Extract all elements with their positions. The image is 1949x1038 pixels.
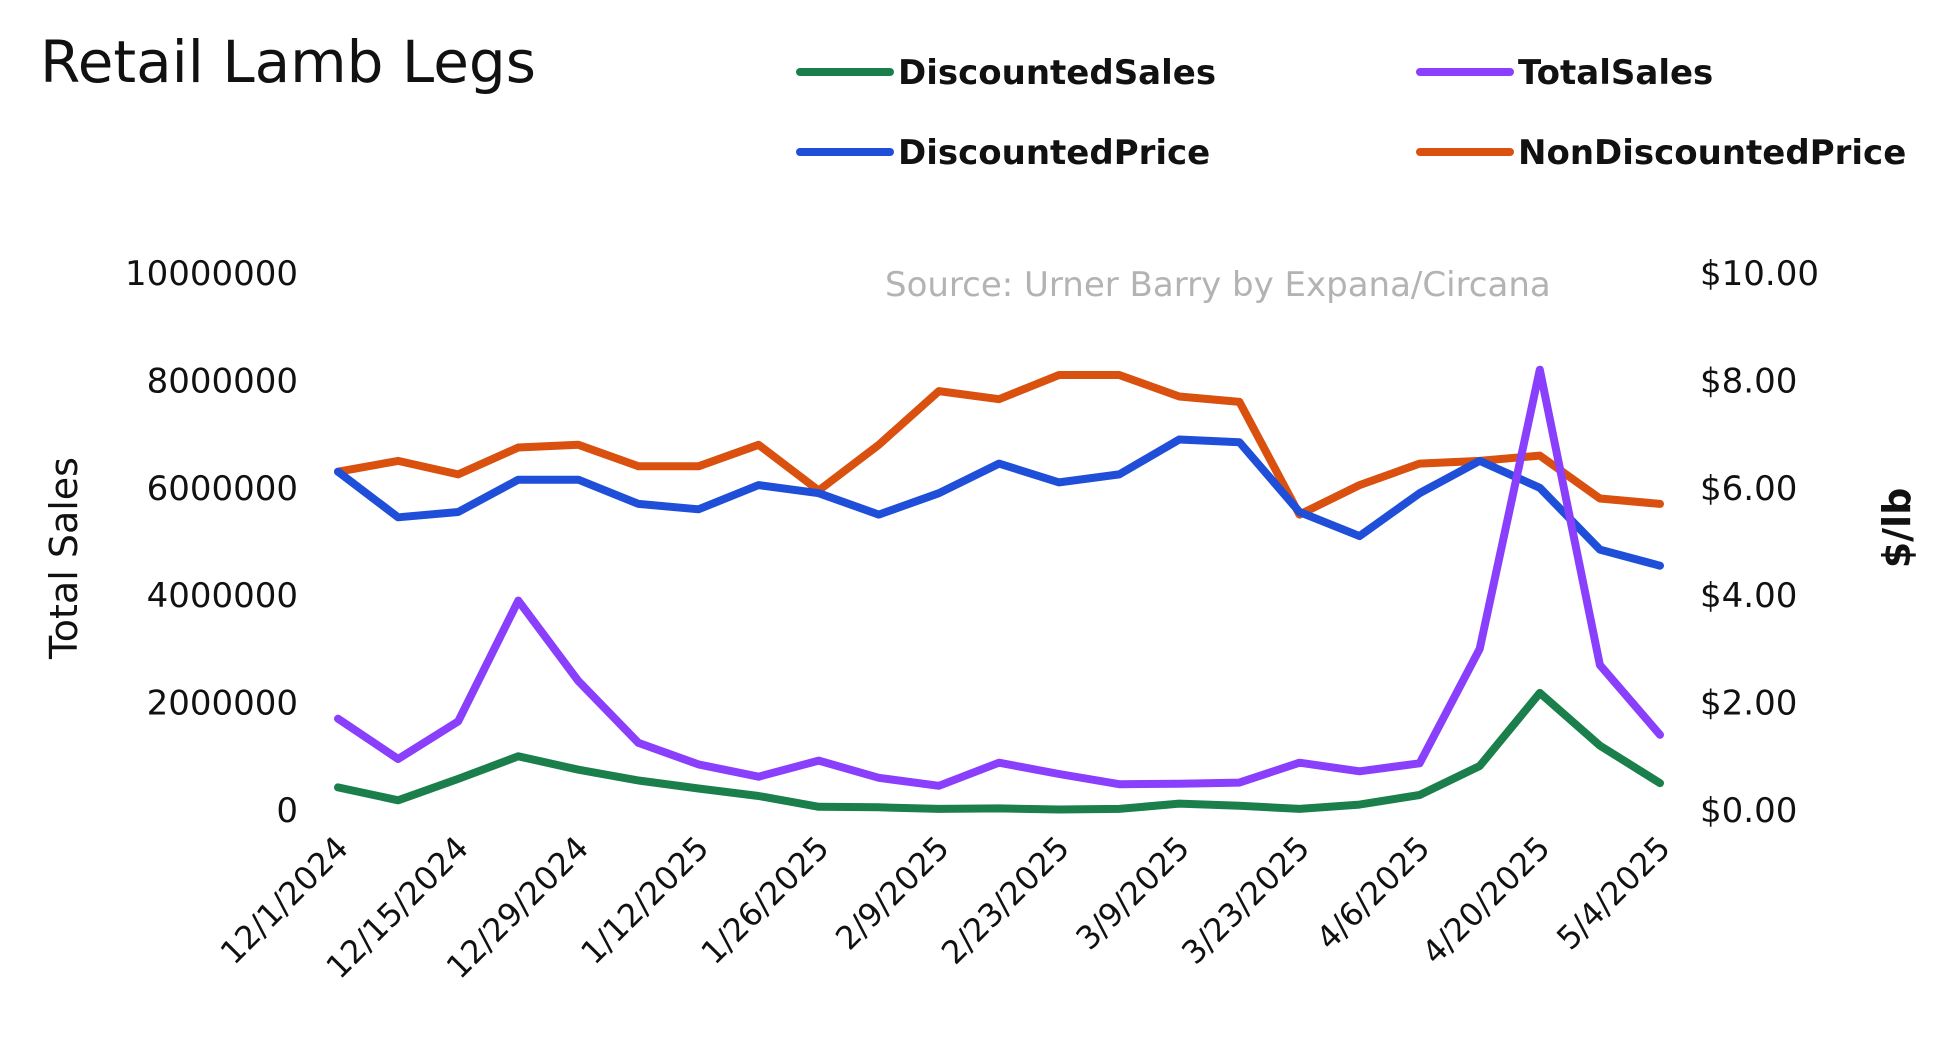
left-axis-title: Total Sales (42, 457, 86, 660)
series-line-discountedprice (334, 435, 1664, 570)
x-tick-label: 4/6/2025 (1309, 829, 1437, 957)
right-tick-label: $10.00 (1700, 254, 1819, 294)
x-tick-label: 3/9/2025 (1068, 829, 1196, 957)
legend-label: TotalSales (1518, 53, 1713, 93)
legend-label: DiscountedSales (898, 53, 1216, 93)
x-tick-label: 2/23/2025 (934, 829, 1077, 972)
x-axis-ticks: 12/1/202412/15/202412/29/20241/12/20251/… (213, 829, 1678, 986)
chart-title: Retail Lamb Legs (40, 28, 536, 96)
right-tick-label: $0.00 (1700, 791, 1797, 831)
source-annotation: Source: Urner Barry by Expana/Circana (885, 265, 1551, 305)
left-axis-ticks: 10000000 8000000 6000000 4000000 2000000 0 (125, 254, 298, 831)
x-tick-label: 2/9/2025 (828, 829, 956, 957)
right-tick-label: $4.00 (1700, 576, 1797, 616)
series-lines (334, 365, 1664, 814)
right-axis-title: $/lb (1875, 488, 1919, 569)
right-axis-ticks: $10.00 $8.00 $6.00 $4.00 $2.00 $0.00 (1700, 254, 1819, 831)
legend-entry: DiscountedSales (796, 53, 1216, 93)
series-line-nondiscountedprice (334, 371, 1664, 519)
x-tick-label: 5/4/2025 (1549, 829, 1677, 957)
right-tick-label: $2.00 (1700, 684, 1797, 724)
x-tick-label: 3/23/2025 (1174, 829, 1317, 972)
left-tick-label: 6000000 (147, 469, 298, 509)
legend-entry: NonDiscountedPrice (1416, 133, 1906, 173)
x-tick-label: 1/12/2025 (573, 829, 716, 972)
series-line-totalsales (334, 365, 1664, 790)
left-tick-label: 8000000 (147, 361, 298, 401)
legend-label: NonDiscountedPrice (1518, 133, 1906, 173)
legend-label: DiscountedPrice (898, 133, 1210, 173)
right-tick-label: $6.00 (1700, 469, 1797, 509)
left-tick-label: 0 (276, 791, 298, 831)
x-tick-label: 4/20/2025 (1415, 829, 1558, 972)
legend: DiscountedSales TotalSales DiscountedPrice… (796, 53, 1906, 173)
legend-entry: DiscountedPrice (796, 133, 1210, 173)
legend-entry: TotalSales (1416, 53, 1713, 93)
left-tick-label: 4000000 (147, 576, 298, 616)
left-tick-label: 10000000 (125, 254, 298, 294)
x-tick-label: 1/26/2025 (693, 829, 836, 972)
right-tick-label: $8.00 (1700, 361, 1797, 401)
left-tick-label: 2000000 (147, 684, 298, 724)
series-line-discountedsales (334, 688, 1664, 814)
